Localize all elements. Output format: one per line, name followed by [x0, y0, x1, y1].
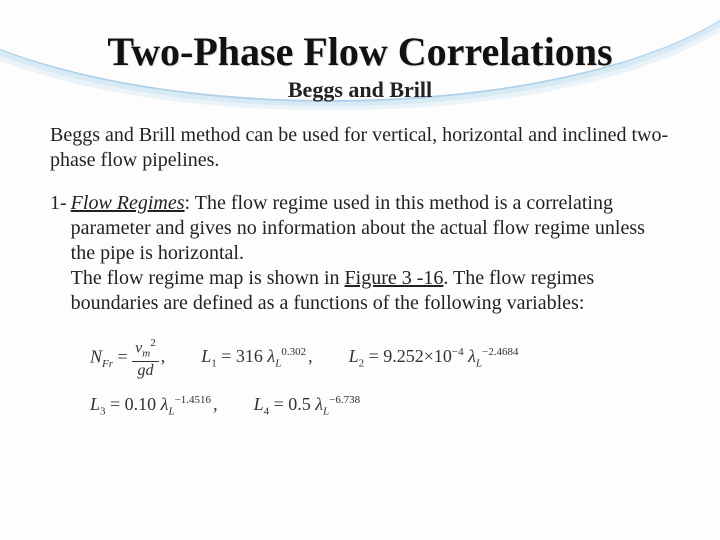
equations-block: NFr = vm2gd, L1 = 316 λL0.302, L2 = 9.25…	[90, 338, 670, 419]
eq-l2-lambda: λ	[468, 346, 476, 366]
eq-l2-lambda-sub: L	[476, 358, 482, 370]
eq-l3-rhs: = 0.10	[106, 394, 161, 414]
item-text: Flow Regimes: The flow regime used in th…	[71, 191, 670, 316]
list-item-1: 1- Flow Regimes: The flow regime used in…	[50, 191, 670, 316]
eq-nfr-label: N	[90, 346, 102, 366]
item-text-b: The flow regime map is shown in	[71, 267, 345, 289]
eq-l1-exp: 0.302	[281, 346, 306, 358]
eq-nfr-sub: Fr	[102, 358, 113, 370]
eq-comma: ,	[213, 394, 218, 414]
eq-l4-label: L	[254, 394, 264, 414]
eq-l4-lambda: λ	[315, 394, 323, 414]
eq-nfr-bot: gd	[134, 362, 156, 379]
eq-l1-lambda-sub: L	[275, 358, 281, 370]
eq-l3-lambda-sub: L	[168, 405, 174, 417]
item-heading: Flow Regimes	[71, 192, 185, 214]
eq-l4-lambda-sub: L	[323, 405, 329, 417]
eq-l2-exp: −2.4684	[482, 346, 518, 358]
equation-row-2: L3 = 0.10 λL−1.4516, L4 = 0.5 λL−6.738	[90, 393, 670, 419]
figure-link[interactable]: Figure 3 -16	[345, 267, 444, 289]
slide-subtitle: Beggs and Brill	[50, 77, 670, 103]
eq-l3: L3 = 0.10 λL−1.4516,	[90, 393, 228, 419]
eq-nfr-frac: vm2gd	[132, 338, 159, 379]
eq-l3-label: L	[90, 394, 100, 414]
eq-l4: L4 = 0.5 λL−6.738	[254, 393, 361, 419]
eq-l1: L1 = 316 λL0.302,	[201, 345, 322, 371]
eq-l3-exp: −1.4516	[175, 394, 211, 406]
eq-nfr-top-sup: 2	[150, 337, 156, 349]
eq-nfr-top-sub: m	[142, 348, 150, 360]
eq-comma: ,	[308, 346, 313, 366]
item-sep: :	[185, 192, 195, 214]
slide-title: Two-Phase Flow Correlations	[50, 28, 670, 75]
eq-l2-ten-exp: −4	[452, 346, 464, 358]
eq-l2-rhs: = 9.252×10	[364, 346, 452, 366]
equation-row-1: NFr = vm2gd, L1 = 316 λL0.302, L2 = 9.25…	[90, 338, 670, 379]
eq-l1-label: L	[201, 346, 211, 366]
eq-nfr-eq: =	[113, 346, 132, 366]
eq-nfr: NFr = vm2gd,	[90, 338, 175, 379]
intro-text: Beggs and Brill method can be used for v…	[50, 123, 670, 173]
eq-comma: ,	[161, 346, 166, 366]
eq-l4-rhs: = 0.5	[269, 394, 315, 414]
eq-l1-rhs: = 316	[217, 346, 268, 366]
eq-l2: L2 = 9.252×10−4 λL−2.4684	[349, 345, 519, 371]
eq-l2-label: L	[349, 346, 359, 366]
eq-l4-exp: −6.738	[329, 394, 360, 406]
item-number: 1-	[50, 191, 71, 316]
slide-body: Beggs and Brill method can be used for v…	[50, 123, 670, 419]
slide-content: Two-Phase Flow Correlations Beggs and Br…	[0, 0, 720, 540]
